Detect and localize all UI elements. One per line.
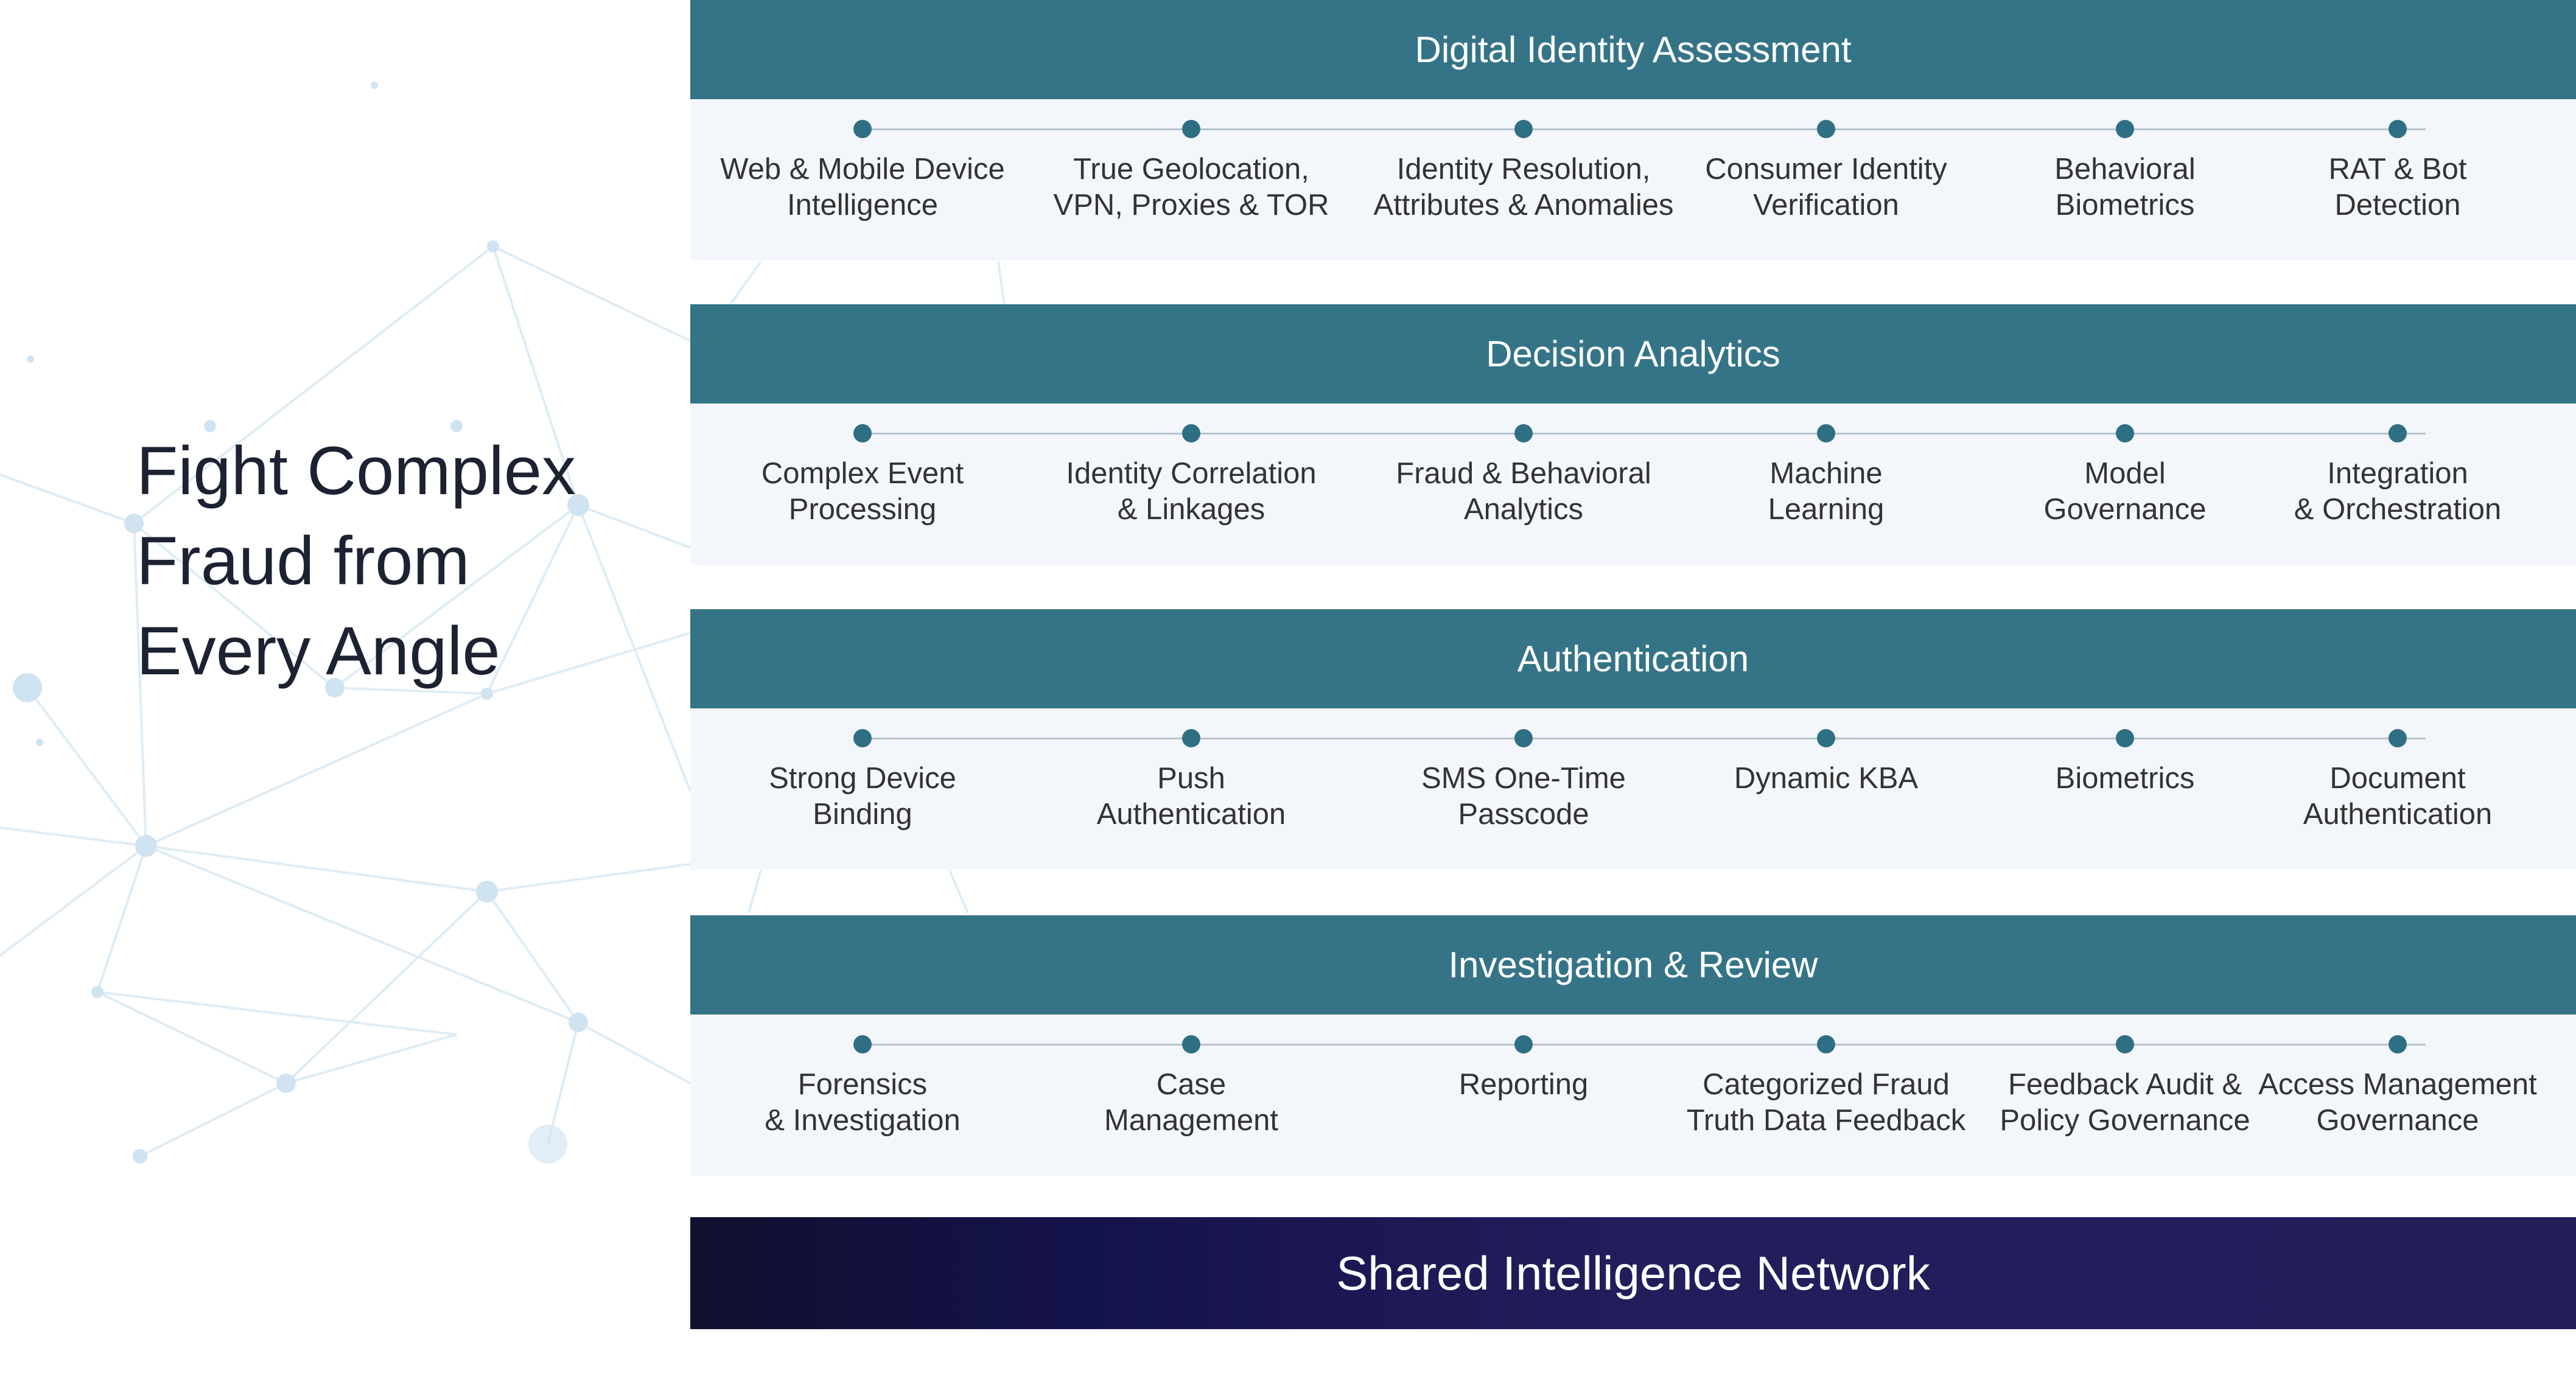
- dot-icon: [1182, 729, 1200, 747]
- dot-icon: [1514, 424, 1533, 442]
- capability-item: Forensics & Investigation: [704, 1015, 1021, 1139]
- headline-line: Fight Complex: [136, 433, 576, 509]
- section-digital-identity-assessment: Digital Identity Assessment Web & Mobile …: [690, 0, 2576, 260]
- timeline-line: [863, 433, 2426, 435]
- capability-label: Push Authentication: [1096, 762, 1286, 831]
- capability-item: Complex Event Processing: [704, 403, 1021, 528]
- dot-icon: [1182, 424, 1200, 442]
- capability-label: Forensics & Investigation: [765, 1068, 961, 1137]
- capability-item: Integration & Orchestration: [2239, 403, 2556, 528]
- capability-label: Behavioral Biometrics: [2054, 153, 2196, 222]
- capability-item: Biometrics: [1967, 708, 2283, 797]
- dot-icon: [1817, 1035, 1835, 1053]
- capability-label: Dynamic KBA: [1734, 762, 1919, 795]
- bottom-bar-label: Shared Intelligence Network: [1336, 1246, 1930, 1300]
- section-header: Investigation & Review: [690, 915, 2576, 1015]
- section-authentication: Authentication Strong Device Binding Push …: [690, 609, 2576, 870]
- dot-icon: [853, 729, 872, 747]
- capability-label: SMS One-Time Passcode: [1421, 762, 1626, 831]
- dot-icon: [2389, 120, 2407, 138]
- capability-item: Document Authentication: [2239, 708, 2556, 833]
- section-title: Investigation & Review: [1448, 945, 1818, 985]
- capability-label: Complex Event Processing: [761, 457, 964, 526]
- timeline-line: [863, 1044, 2426, 1046]
- capability-label: RAT & Bot Detection: [2328, 153, 2467, 222]
- dot-icon: [1514, 729, 1533, 747]
- capability-label: True Geolocation, VPN, Proxies & TOR: [1053, 153, 1329, 222]
- capability-label: Identity Correlation & Linkages: [1066, 457, 1317, 526]
- capability-item: Access Management Governance: [2239, 1015, 2556, 1139]
- capability-label: Fraud & Behavioral Analytics: [1396, 457, 1651, 526]
- timeline-line: [863, 128, 2426, 130]
- capability-item: True Geolocation, VPN, Proxies & TOR: [1033, 99, 1349, 223]
- dot-icon: [1817, 424, 1835, 442]
- dot-icon: [1514, 1035, 1533, 1053]
- section-title: Authentication: [1517, 638, 1749, 679]
- section-body: Forensics & Investigation Case Management…: [690, 1015, 2576, 1176]
- capability-item: Push Authentication: [1033, 708, 1349, 833]
- capability-item: Feedback Audit & Policy Governance: [1967, 1015, 2283, 1139]
- section-investigation-review: Investigation & Review Forensics & Invest…: [690, 915, 2576, 1176]
- capability-label: Reporting: [1458, 1068, 1589, 1101]
- dot-icon: [2389, 424, 2407, 442]
- dot-icon: [853, 120, 872, 138]
- page-headline: Fight Complex Fraud from Every Angle: [136, 426, 576, 696]
- timeline-line: [863, 738, 2426, 739]
- dot-icon: [2116, 120, 2134, 138]
- dot-icon: [1182, 120, 1200, 138]
- capability-label: Model Governance: [2043, 457, 2207, 526]
- capability-item: Fraud & Behavioral Analytics: [1365, 403, 1682, 528]
- capability-label: Integration & Orchestration: [2294, 457, 2502, 526]
- capability-item: RAT & Bot Detection: [2239, 99, 2556, 223]
- capability-item: Web & Mobile Device Intelligence: [704, 99, 1021, 223]
- capability-item: Dynamic KBA: [1668, 708, 1984, 797]
- shared-intelligence-network-bar: Shared Intelligence Network: [690, 1217, 2576, 1329]
- section-title: Decision Analytics: [1486, 334, 1780, 374]
- section-body: Web & Mobile Device Intelligence True Geo…: [690, 99, 2576, 260]
- dot-icon: [1817, 120, 1835, 138]
- capability-item: Consumer Identity Verification: [1668, 99, 1984, 223]
- capability-item: Case Management: [1033, 1015, 1349, 1139]
- dot-icon: [853, 424, 872, 442]
- dot-icon: [1514, 120, 1533, 138]
- headline-line: Fraud from: [136, 523, 470, 599]
- capability-item: SMS One-Time Passcode: [1365, 708, 1682, 833]
- capability-label: Feedback Audit & Policy Governance: [2000, 1068, 2250, 1137]
- capability-item: Categorized Fraud Truth Data Feedback: [1668, 1015, 1984, 1139]
- section-header: Decision Analytics: [690, 304, 2576, 403]
- dot-icon: [2389, 729, 2407, 747]
- capability-item: Identity Correlation & Linkages: [1033, 403, 1349, 528]
- dot-icon: [2116, 424, 2134, 442]
- capability-label: Categorized Fraud Truth Data Feedback: [1686, 1068, 1966, 1137]
- capability-item: Identity Resolution, Attributes & Anomal…: [1365, 99, 1682, 223]
- capability-label: Biometrics: [2055, 762, 2195, 795]
- capability-label: Strong Device Binding: [769, 762, 956, 831]
- section-decision-analytics: Decision Analytics Complex Event Processi…: [690, 304, 2576, 565]
- section-header: Authentication: [690, 609, 2576, 708]
- section-body: Complex Event Processing Identity Correla…: [690, 403, 2576, 565]
- capability-item: Strong Device Binding: [704, 708, 1021, 833]
- capability-label: Document Authentication: [2303, 762, 2493, 831]
- capability-label: Case Management: [1104, 1068, 1278, 1137]
- capability-label: Web & Mobile Device Intelligence: [720, 153, 1005, 222]
- capability-item: Machine Learning: [1668, 403, 1984, 528]
- capability-label: Access Management Governance: [2258, 1068, 2537, 1137]
- dot-icon: [2116, 729, 2134, 747]
- capability-item: Model Governance: [1967, 403, 2283, 528]
- dot-icon: [853, 1035, 872, 1053]
- capability-label: Consumer Identity Verification: [1705, 153, 1947, 222]
- dot-icon: [1817, 729, 1835, 747]
- capability-label: Machine Learning: [1768, 457, 1885, 526]
- dot-icon: [1182, 1035, 1200, 1053]
- capability-item: Behavioral Biometrics: [1967, 99, 2283, 223]
- capability-item: Reporting: [1365, 1015, 1682, 1103]
- capability-label: Identity Resolution, Attributes & Anomal…: [1373, 153, 1674, 222]
- headline-line: Every Angle: [136, 613, 500, 689]
- section-body: Strong Device Binding Push Authentication…: [690, 708, 2576, 870]
- section-header: Digital Identity Assessment: [690, 0, 2576, 99]
- section-title: Digital Identity Assessment: [1415, 29, 1852, 70]
- dot-icon: [2116, 1035, 2134, 1053]
- dot-icon: [2389, 1035, 2407, 1053]
